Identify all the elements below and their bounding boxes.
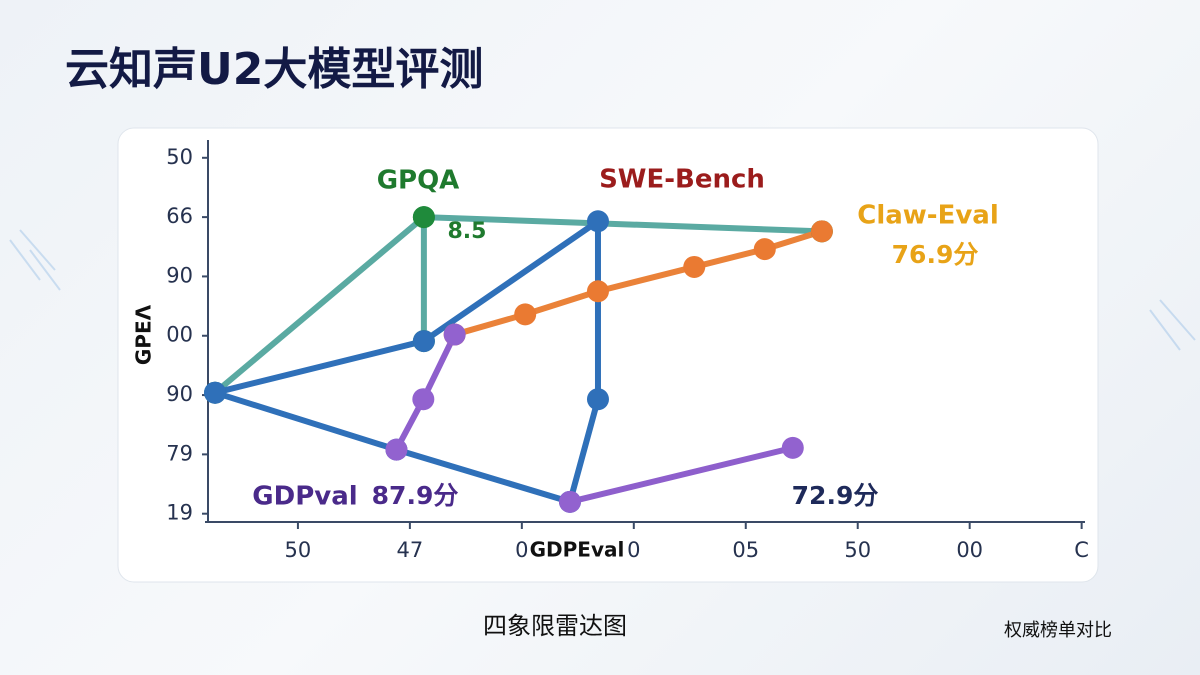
data-point xyxy=(514,303,537,326)
series-label: GDPval xyxy=(252,482,357,512)
y-tick-label: 90 xyxy=(166,382,193,406)
series-label: SWE-Bench xyxy=(599,165,765,195)
data-point xyxy=(412,330,435,353)
decoration xyxy=(9,229,1196,351)
footnote: 权威榜单对比 xyxy=(1004,620,1112,641)
x-tick-label: 50 xyxy=(844,538,871,562)
y-tick-label: 19 xyxy=(166,501,193,525)
data-point xyxy=(683,255,706,278)
y-tick-label: 00 xyxy=(166,323,193,347)
subtitle: 四象限雷达图 xyxy=(483,612,627,640)
x-tick-label: 05 xyxy=(732,538,759,562)
y-tick-label: 50 xyxy=(166,145,193,169)
data-point xyxy=(753,238,776,261)
x-tick-label: 47 xyxy=(397,538,424,562)
x-axis-label: GDPEval xyxy=(530,538,625,562)
x-tick-label: 0 xyxy=(515,538,528,562)
x-tick-label: C xyxy=(1074,538,1089,562)
annotation: 87.9分 xyxy=(372,481,459,510)
series-label: GPQA xyxy=(377,166,460,196)
data-point xyxy=(412,388,435,411)
x-tick-label: 0 xyxy=(627,538,640,562)
data-point xyxy=(204,381,227,404)
data-point xyxy=(586,210,609,233)
series-label: Claw-Eval xyxy=(857,201,999,231)
annotation: 8.5 xyxy=(448,219,487,244)
data-point xyxy=(586,280,609,303)
data-point xyxy=(781,436,804,459)
data-point xyxy=(385,438,408,461)
x-tick-label: 00 xyxy=(956,538,983,562)
y-tick-label: 66 xyxy=(166,204,193,228)
data-point xyxy=(443,323,466,346)
data-point xyxy=(558,490,581,513)
data-point xyxy=(810,220,833,243)
y-tick-label: 90 xyxy=(166,263,193,287)
data-point xyxy=(586,388,609,411)
data-point xyxy=(412,206,435,229)
annotation: 76.9分 xyxy=(892,240,979,269)
annotation: 72.9分 xyxy=(792,481,879,510)
y-axis-label: GPEΛ xyxy=(132,304,156,365)
x-tick-label: 50 xyxy=(285,538,312,562)
card xyxy=(117,127,1099,583)
y-tick-label: 79 xyxy=(166,441,193,465)
title: 云知声U2大模型评测 xyxy=(65,44,483,95)
